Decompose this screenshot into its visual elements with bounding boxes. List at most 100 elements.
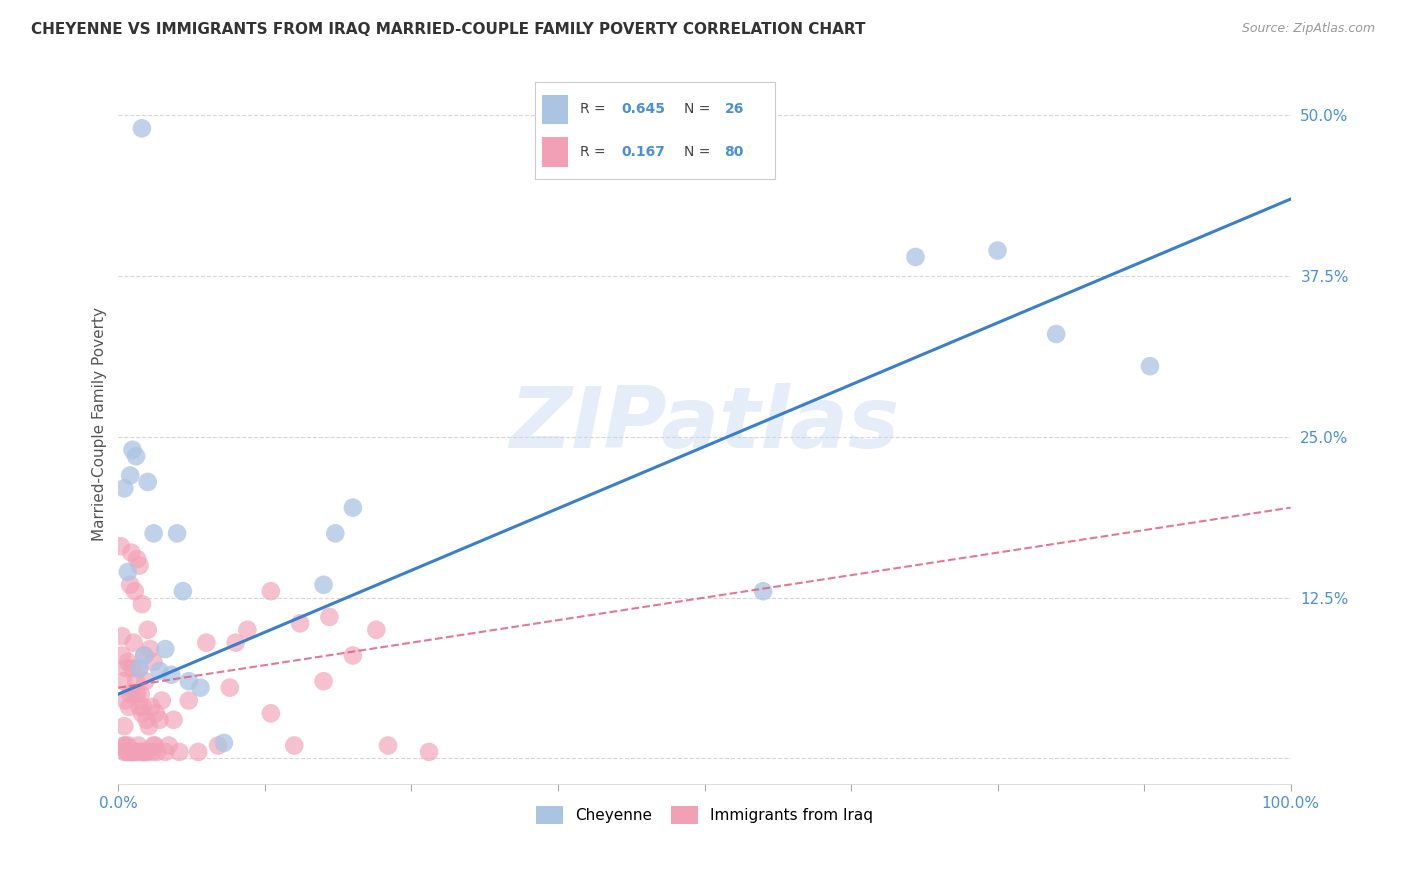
Point xyxy=(134,648,156,663)
Point xyxy=(342,648,364,663)
Point xyxy=(112,719,135,733)
Point xyxy=(128,700,150,714)
Point xyxy=(225,635,247,649)
Point xyxy=(1045,327,1067,342)
Point xyxy=(125,449,148,463)
Point xyxy=(111,648,134,663)
Point xyxy=(121,661,143,675)
Point xyxy=(148,664,170,678)
Point xyxy=(218,681,240,695)
Point xyxy=(117,565,139,579)
Point xyxy=(111,629,134,643)
Point xyxy=(150,693,173,707)
Point xyxy=(136,745,159,759)
Point xyxy=(127,552,149,566)
Point xyxy=(141,700,163,714)
Point xyxy=(134,745,156,759)
Point xyxy=(112,481,135,495)
Point xyxy=(117,745,139,759)
Point xyxy=(377,739,399,753)
Point xyxy=(120,745,142,759)
Point xyxy=(128,661,150,675)
Point xyxy=(135,713,157,727)
Point xyxy=(142,655,165,669)
Point xyxy=(177,693,200,707)
Point xyxy=(318,610,340,624)
Point xyxy=(418,745,440,759)
Point xyxy=(131,597,153,611)
Point xyxy=(117,655,139,669)
Point xyxy=(120,578,142,592)
Point xyxy=(112,674,135,689)
Point xyxy=(148,713,170,727)
Point xyxy=(312,674,335,689)
Point xyxy=(118,700,141,714)
Point xyxy=(752,584,775,599)
Point xyxy=(131,121,153,136)
Point xyxy=(121,442,143,457)
Point xyxy=(136,475,159,489)
Point xyxy=(142,526,165,541)
Point xyxy=(134,674,156,689)
Point xyxy=(172,584,194,599)
Point xyxy=(177,674,200,689)
Point xyxy=(115,661,138,675)
Text: Source: ZipAtlas.com: Source: ZipAtlas.com xyxy=(1241,22,1375,36)
Point xyxy=(134,745,156,759)
Point xyxy=(128,558,150,573)
Point xyxy=(323,526,346,541)
Point xyxy=(132,745,155,759)
Point xyxy=(124,584,146,599)
Point xyxy=(141,745,163,759)
Point xyxy=(904,250,927,264)
Point xyxy=(118,745,141,759)
Point xyxy=(122,745,145,759)
Point xyxy=(125,745,148,759)
Point xyxy=(114,739,136,753)
Point xyxy=(127,687,149,701)
Point xyxy=(138,719,160,733)
Point xyxy=(120,546,142,560)
Point xyxy=(134,648,156,663)
Point xyxy=(160,667,183,681)
Point xyxy=(987,244,1010,258)
Point xyxy=(115,745,138,759)
Point xyxy=(312,578,335,592)
Point xyxy=(131,706,153,721)
Point xyxy=(207,739,229,753)
Point xyxy=(121,745,143,759)
Point xyxy=(139,642,162,657)
Point xyxy=(236,623,259,637)
Point xyxy=(124,687,146,701)
Point xyxy=(195,635,218,649)
Point xyxy=(157,739,180,753)
Point xyxy=(283,739,305,753)
Point xyxy=(366,623,388,637)
Point xyxy=(120,468,142,483)
Point xyxy=(1139,359,1161,374)
Point xyxy=(166,526,188,541)
Point xyxy=(132,700,155,714)
Point xyxy=(260,584,283,599)
Point xyxy=(155,642,177,657)
Point xyxy=(288,616,311,631)
Point xyxy=(342,500,364,515)
Point xyxy=(112,745,135,759)
Point xyxy=(122,635,145,649)
Point xyxy=(169,745,191,759)
Point xyxy=(187,745,209,759)
Point xyxy=(143,739,166,753)
Point xyxy=(125,674,148,689)
Point xyxy=(142,739,165,753)
Point xyxy=(127,661,149,675)
Legend: Cheyenne, Immigrants from Iraq: Cheyenne, Immigrants from Iraq xyxy=(530,799,880,830)
Y-axis label: Married-Couple Family Poverty: Married-Couple Family Poverty xyxy=(93,307,107,541)
Point xyxy=(162,713,184,727)
Point xyxy=(146,745,169,759)
Point xyxy=(129,745,152,759)
Text: ZIPatlas: ZIPatlas xyxy=(509,383,900,466)
Point xyxy=(129,687,152,701)
Point xyxy=(155,745,177,759)
Point xyxy=(190,681,212,695)
Point xyxy=(114,693,136,707)
